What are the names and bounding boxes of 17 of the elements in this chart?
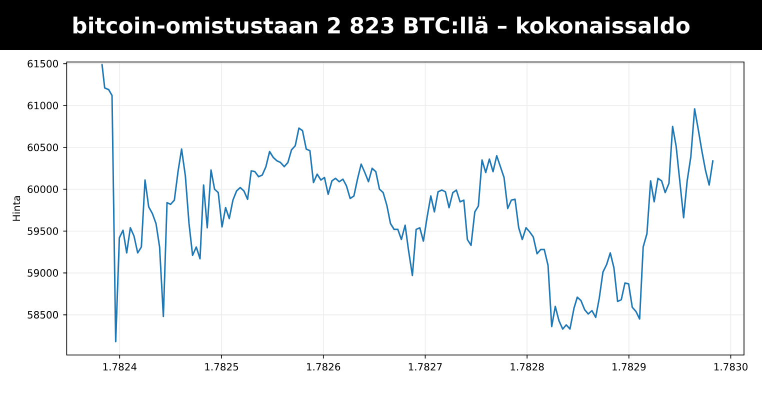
y-tick-label: 61500 — [28, 60, 58, 68]
line-series — [101, 64, 714, 342]
x-tick-label: 1.7827 — [408, 363, 442, 371]
y-tick-label: 59500 — [28, 227, 58, 235]
x-tick-label: 1.7830 — [714, 363, 748, 371]
y-tick-label: 59000 — [28, 269, 58, 277]
x-tick-label: 1.7828 — [510, 363, 544, 371]
y-tick-label: 58500 — [28, 311, 58, 319]
y-tick-label: 61000 — [28, 102, 58, 110]
x-tick-label: 1.7825 — [205, 363, 238, 371]
x-tick-label: 1.7824 — [103, 363, 137, 371]
y-tick-label: 60000 — [28, 185, 58, 194]
x-tick-label: 1.7829 — [612, 363, 646, 371]
x-tick-label: 1.7826 — [307, 363, 340, 371]
y-tick-label: 60500 — [28, 144, 58, 152]
y-axis-title: Hinta — [12, 196, 20, 221]
chart-title: bitcoin-omistustaan 2 823 BTC:llä – kokonaissaldo — [73, 16, 690, 34]
